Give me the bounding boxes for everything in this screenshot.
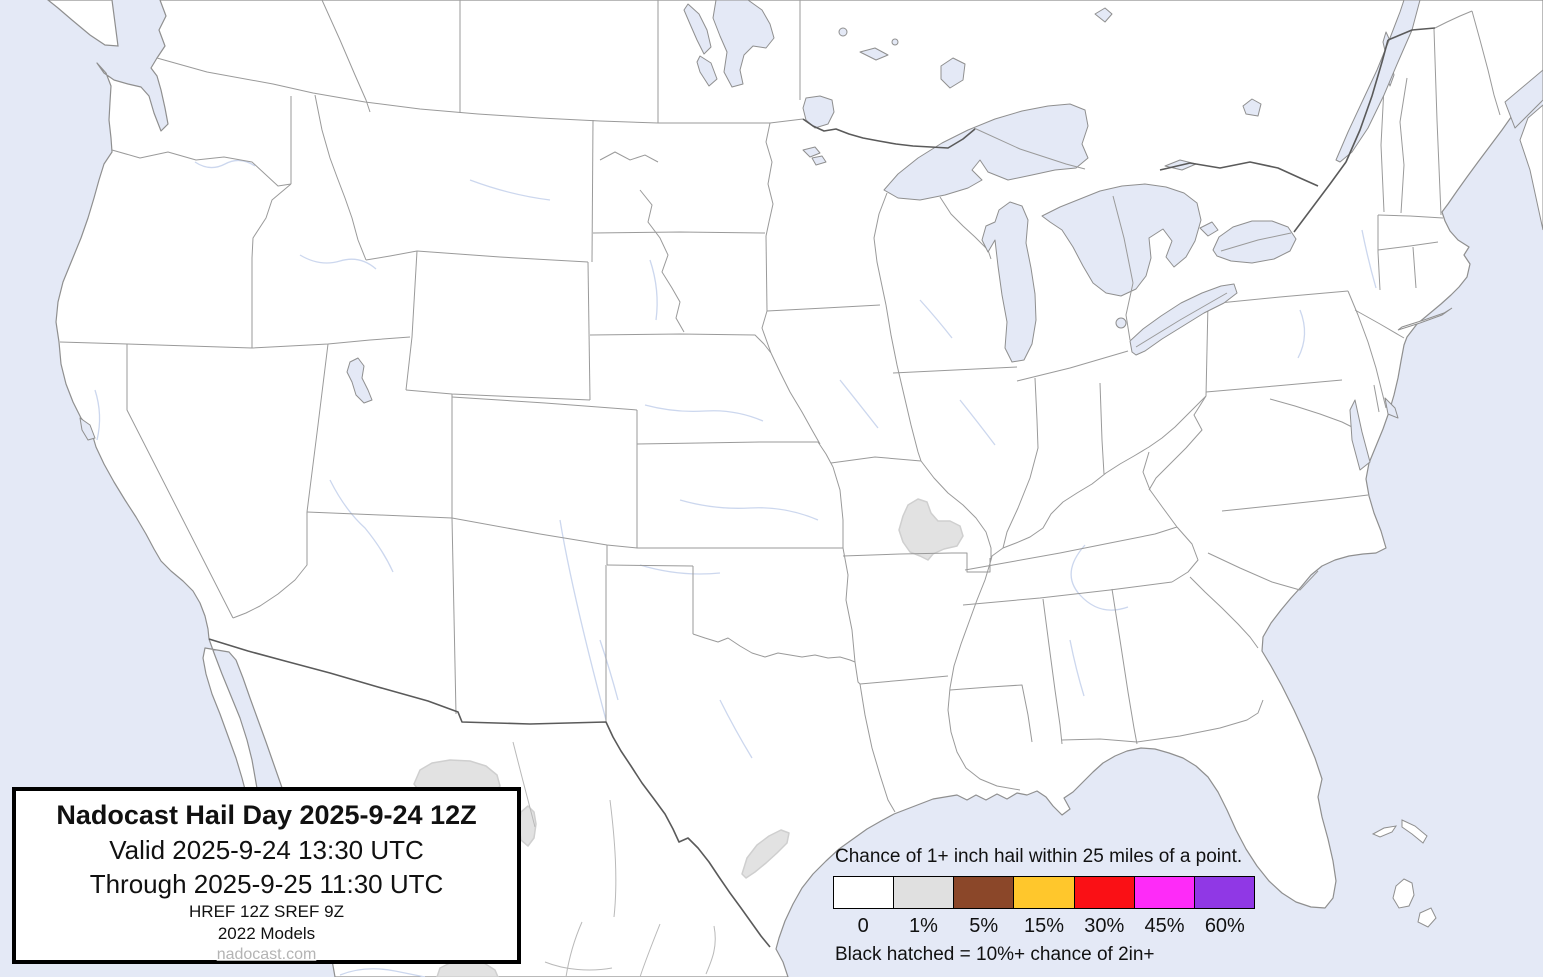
lake-nipigon: [940, 57, 966, 89]
hail-1pct-contours: [413, 498, 964, 977]
legend-swatch-60: [1194, 877, 1254, 908]
legend-label-0: 0: [857, 915, 869, 937]
legend-label-15: 15%: [1023, 915, 1064, 937]
great-lakes: [79, 0, 1543, 471]
legend-label-30: 30%: [1084, 915, 1125, 937]
legend-swatch-30: [1074, 877, 1135, 908]
st-lawrence-border: [1293, 27, 1436, 233]
legend-swatch-5: [954, 877, 1015, 908]
chesapeake-bay: [1349, 399, 1371, 471]
legend-colorbar: [833, 876, 1255, 909]
model-year: 2022 Models: [217, 924, 316, 943]
through-time: Through 2025-9-25 11:30 UTC: [89, 869, 444, 899]
lake-border-lines: [973, 127, 1292, 348]
lake-ontario: [1212, 220, 1297, 264]
legend-swatch-15: [1014, 877, 1075, 908]
rainy-river-border: [802, 118, 976, 149]
lake-erie: [1129, 283, 1238, 356]
delaware-bay: [1384, 397, 1399, 419]
us-mexico-border: [208, 638, 771, 948]
national-borders: [208, 27, 1436, 948]
sf-bay: [79, 417, 96, 441]
legend-swatch-45: [1134, 877, 1195, 908]
legend-swatch-0: [834, 877, 895, 908]
nadocast-link[interactable]: nadocast.com: [216, 946, 317, 963]
legend-label-5: 5%: [969, 915, 999, 937]
st-lawrence-river: [1335, 0, 1421, 163]
legend-labels: 0 1% 5% 15% 30% 45% 60%: [833, 915, 1255, 938]
contour-missouri: [898, 498, 964, 561]
bay-of-fundy: [1504, 69, 1543, 129]
legend-label-45: 45%: [1144, 915, 1185, 937]
forecast-title: Nadocast Hail Day 2025-9-24 12Z: [56, 800, 477, 830]
lake-michigan: [981, 201, 1037, 363]
legend-swatch-1: [894, 877, 955, 908]
lake-winnipeg: [712, 0, 775, 88]
valid-time: Valid 2025-9-24 13:30 UTC: [109, 835, 424, 865]
plains-rivers: [599, 151, 685, 333]
lake-st-clair: [1115, 317, 1127, 329]
model-sources: HREF 12Z SREF 9Z: [189, 902, 344, 921]
great-salt-lake: [346, 357, 373, 404]
lake-superior: [883, 103, 1089, 201]
forecast-title-box: Nadocast Hail Day 2025-9-24 12Z Valid 20…: [12, 787, 521, 964]
mexico-borders: [512, 741, 716, 977]
legend-label-60: 60%: [1204, 915, 1245, 937]
ottawa-river: [1159, 161, 1319, 187]
hail-probability-legend: Chance of 1+ inch hail within 25 miles o…: [833, 846, 1273, 966]
lake-huron: [1041, 183, 1202, 297]
lake-of-the-woods: [802, 95, 835, 129]
legend-title: Chance of 1+ inch hail within 25 miles o…: [835, 846, 1243, 867]
state-borders: [59, 0, 1501, 813]
legend-footnote: Black hatched = 10%+ chance of 2in+: [835, 944, 1155, 965]
rivers: [94, 159, 1377, 977]
contour-south-texas: [741, 829, 790, 879]
legend-label-1: 1%: [908, 915, 938, 937]
